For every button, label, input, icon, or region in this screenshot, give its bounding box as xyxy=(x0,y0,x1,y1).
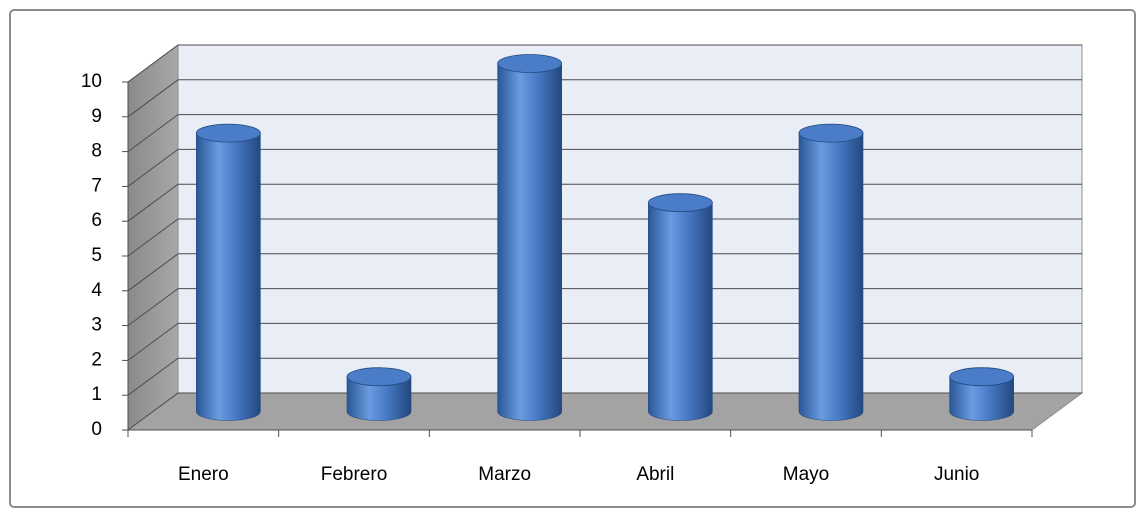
y-tick-label: 3 xyxy=(91,315,102,336)
bar-top xyxy=(647,193,713,213)
bar-body xyxy=(196,132,261,421)
y-tick-label: 2 xyxy=(91,349,102,370)
bar-body xyxy=(798,132,864,421)
grid-line xyxy=(127,114,1082,153)
grid-line xyxy=(127,148,1082,187)
y-tick-label: 7 xyxy=(91,175,102,196)
bar-top xyxy=(346,367,412,387)
grid-line xyxy=(127,322,1082,361)
y-tick-label: 0 xyxy=(91,419,102,440)
y-tick-label: 8 xyxy=(91,141,102,162)
y-tick-label: 1 xyxy=(91,384,102,405)
x-tick-label: Abril xyxy=(636,464,674,485)
grid-line xyxy=(127,288,1082,327)
grid-line xyxy=(127,253,1082,292)
grid-line xyxy=(127,79,1082,118)
y-tick-label: 9 xyxy=(91,106,102,127)
bar-body xyxy=(648,202,713,421)
bar-top xyxy=(949,367,1015,387)
x-tick-label: Enero xyxy=(178,464,229,485)
grid-line xyxy=(127,183,1082,222)
y-tick-label: 10 xyxy=(81,71,102,92)
floor xyxy=(126,392,1084,431)
bar-top xyxy=(195,123,261,143)
x-tick-label: Mayo xyxy=(783,464,829,485)
x-tick-label: Marzo xyxy=(478,464,531,485)
grid-line xyxy=(127,44,1082,83)
y-tick-label: 4 xyxy=(91,280,102,301)
y-tick-label: 5 xyxy=(91,245,102,266)
bar-body xyxy=(497,63,562,421)
grid-line xyxy=(127,218,1082,257)
bar-top xyxy=(798,123,864,143)
bar-top xyxy=(497,54,563,73)
bar-body xyxy=(949,376,1014,421)
grid-line xyxy=(127,392,1082,431)
y-tick-label: 6 xyxy=(91,210,102,231)
x-tick-label: Junio xyxy=(934,464,979,485)
x-tick-label: Febrero xyxy=(321,464,388,485)
grid-line xyxy=(127,357,1082,396)
bar-body xyxy=(346,376,412,421)
